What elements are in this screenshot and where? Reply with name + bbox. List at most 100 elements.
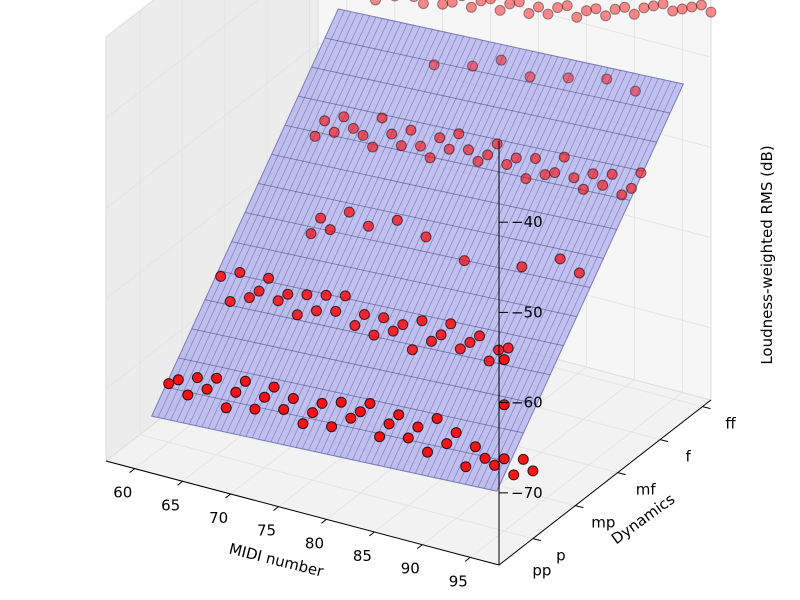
scatter-point [686, 1, 698, 13]
z-grid-left [105, 0, 259, 119]
scatter-point [347, 122, 359, 134]
scatter-point [601, 73, 613, 85]
scatter-point [272, 295, 284, 307]
y-tick [617, 472, 626, 476]
y-tick-label: mp [591, 514, 615, 532]
z-axis-label: Loudness-weighted RMS (dB) [758, 145, 776, 364]
scatter-point [568, 172, 580, 184]
plane-mesh-line [271, 153, 617, 230]
scatter-point [357, 129, 369, 141]
scatter-point [590, 3, 602, 15]
scatter-point [422, 446, 433, 458]
scatter-point [577, 183, 589, 195]
scatter-point [462, 144, 474, 156]
scatter-point [453, 128, 465, 140]
scatter-point [494, 4, 506, 16]
scatter-point [460, 461, 472, 473]
scatter-point [464, 336, 476, 348]
y-tick [532, 538, 542, 542]
x-tick [464, 556, 471, 562]
scatter-point [619, 1, 631, 13]
scatter-point [648, 0, 659, 12]
scatter-point [504, 0, 516, 10]
scatter-point [364, 398, 376, 409]
scatter-point [489, 459, 501, 471]
scatter-point [483, 355, 495, 367]
scatter-point [580, 5, 592, 17]
fitted-plane [151, 8, 685, 492]
scatter-point [383, 418, 395, 430]
scatter-point [243, 292, 255, 304]
scatter-point [638, 2, 650, 14]
plane-mesh-line [324, 37, 671, 114]
scatter-point [311, 305, 322, 317]
scatter-point [163, 378, 175, 390]
scatter-point [542, 8, 554, 20]
scatter-point [426, 335, 437, 347]
scatter-point [498, 399, 510, 411]
scatter-point [412, 421, 424, 433]
y-tick-label: ff [725, 415, 736, 433]
scatter-point [416, 315, 428, 327]
scatter-point [386, 128, 398, 140]
x-tick-label: 75 [257, 522, 276, 540]
plane-mesh-line [258, 182, 604, 259]
scatter-point [562, 72, 574, 84]
x-tick-label: 95 [449, 572, 468, 590]
scatter-point [458, 255, 470, 267]
z-tick-label: −40 [511, 213, 543, 231]
scatter-point [305, 228, 317, 240]
scatter-point [374, 431, 386, 443]
scatter-point [485, 0, 496, 5]
scatter-point [239, 375, 251, 387]
scatter-point [309, 130, 321, 142]
scatter-point [391, 214, 403, 226]
scatter-point [629, 85, 641, 97]
plane-mesh-line [244, 212, 591, 289]
y-tick-label: p [556, 547, 566, 565]
scatter-point [454, 343, 466, 355]
scatter-point [561, 0, 573, 12]
scatter-point [182, 389, 194, 401]
scatter-point [259, 391, 270, 403]
scatter-point [378, 312, 390, 324]
scatter-point [395, 140, 407, 152]
z-tick-label: −70 [511, 484, 543, 502]
scatter-point [597, 179, 609, 191]
z-grid-left [105, 43, 319, 209]
scatter-point [445, 318, 457, 330]
scatter-point [263, 272, 275, 284]
scatter-point [201, 383, 213, 395]
scatter-point [516, 261, 528, 273]
scatter-point [467, 60, 478, 72]
plane-mesh-line [218, 270, 564, 347]
scatter-point [320, 289, 332, 301]
scatter-point [343, 206, 355, 218]
scatter-point [338, 111, 350, 123]
scatter-point [469, 441, 481, 453]
scatter-point [441, 438, 453, 450]
scatter-point [367, 141, 379, 153]
scatter-point [508, 469, 520, 481]
scatter-point [339, 290, 351, 302]
scatter-point [475, 0, 487, 7]
scatter-point [224, 296, 236, 307]
scatter-point [349, 320, 361, 331]
scatter-point [172, 374, 184, 386]
x-tick [177, 480, 183, 486]
x-axis-line [105, 460, 500, 566]
y-tick-label: mf [636, 481, 657, 499]
scatter-point [472, 155, 484, 167]
scatter-point [435, 329, 447, 341]
scatter-point [191, 372, 203, 384]
scatter-point [324, 224, 336, 236]
y-tick-label: pp [532, 561, 551, 579]
scatter-point [335, 396, 347, 408]
scatter-point [287, 393, 299, 404]
scatter-point [635, 167, 647, 179]
scatter-point [527, 465, 539, 477]
scatter-point [474, 330, 485, 342]
y-grid-floor [139, 434, 534, 540]
z-tick-label: −50 [511, 303, 543, 321]
